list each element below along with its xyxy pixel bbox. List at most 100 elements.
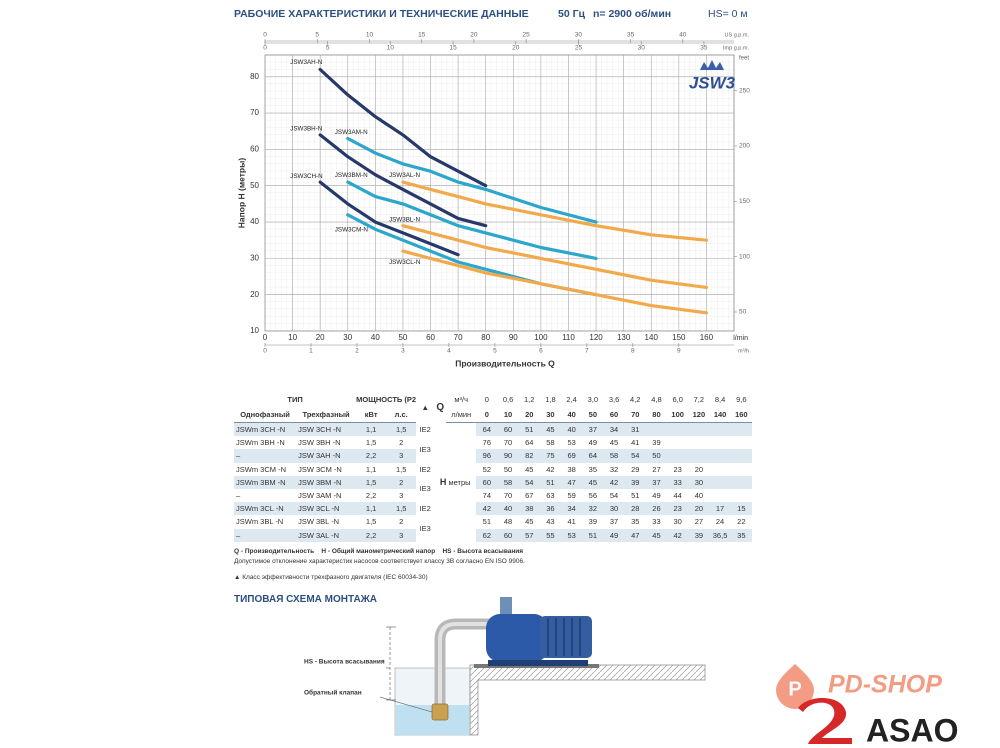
head-value: 63	[546, 491, 555, 501]
x-tick-label: 50	[398, 333, 407, 342]
head-value: 38	[567, 464, 576, 474]
head-value: 30	[673, 517, 682, 527]
us-gpm-axis-tick-label: 5	[315, 32, 319, 39]
head-value: 60	[497, 528, 519, 542]
head-value: 20	[688, 502, 710, 516]
head-value: 51	[631, 491, 640, 501]
m3h-axis-unit: m³/h	[738, 348, 749, 354]
x-tick-label: 130	[617, 333, 631, 342]
chart-logo: JSW3	[689, 73, 736, 92]
empty-cell	[730, 422, 752, 437]
y-axis-title: Напор H (метры)	[236, 158, 246, 229]
single-phase-model: –	[236, 491, 241, 501]
empty-cell	[688, 449, 710, 463]
head-value: 51	[518, 422, 540, 437]
feet-tick-label: 50	[739, 309, 747, 316]
y-tick-label: 10	[250, 326, 259, 335]
power-hp: 1,5	[386, 422, 417, 437]
x-tick-label: 100	[534, 333, 548, 342]
curve-label: JSW3CL-N	[389, 259, 421, 266]
y-tick-label: 70	[250, 108, 259, 117]
head-value: 41	[631, 438, 640, 448]
x-tick-label: 140	[645, 333, 659, 342]
us-gpm-axis-tick-label: 40	[679, 32, 687, 39]
lmin-header: 80	[645, 407, 668, 423]
x-tick-label: 70	[454, 333, 463, 342]
imp-gpm-axis-unit: Imp g.p.m.	[723, 45, 749, 51]
head-value: 29	[631, 464, 640, 474]
head-value: 47	[624, 528, 646, 542]
head-value: 60	[476, 475, 498, 489]
lmin-header: 40	[561, 407, 583, 423]
head-value: 45	[582, 475, 604, 489]
lmin-header: 160	[730, 407, 752, 423]
feet-tick-label: 200	[739, 143, 750, 150]
imp-gpm-axis-tick-label: 25	[575, 45, 583, 52]
head-value: 55	[539, 528, 562, 542]
m3h-axis-tick-label: 1	[309, 348, 313, 355]
x-tick-label: 80	[481, 333, 490, 342]
curve-label: JSW3AM-N	[335, 129, 368, 136]
empty-cell	[667, 449, 689, 463]
three-phase-model: JSW 3AH -N	[296, 449, 357, 463]
head-value: 49	[652, 491, 661, 501]
us-gpm-axis-tick-label: 30	[575, 32, 583, 39]
head-value: 58	[603, 449, 625, 463]
empty-cell	[709, 449, 731, 463]
head-value: 49	[588, 438, 598, 448]
head-value: 40	[694, 491, 704, 501]
head-value: 27	[694, 517, 704, 527]
hs-label: HS - Высота всасывания	[304, 659, 385, 666]
head-value: 22	[737, 517, 746, 527]
head-value: 70	[503, 491, 513, 501]
m3h-axis-tick-label: 0	[263, 348, 267, 355]
power-hp: 3	[386, 449, 417, 463]
head-value: 52	[482, 464, 491, 474]
page-title: РАБОЧИЕ ХАРАКТЕРИСТИКИ И ТЕХНИЧЕСКИЕ ДАН…	[234, 8, 529, 20]
three-phase-model: JSW 3BM -N	[296, 475, 357, 489]
lmin-header: 30	[539, 407, 562, 423]
suction-height: HS= 0 м	[708, 8, 748, 20]
speed: n= 2900 об/мин	[593, 8, 671, 20]
us-gpm-axis-tick-label: 15	[418, 32, 426, 39]
curve	[401, 224, 708, 289]
head-value: 32	[609, 464, 619, 474]
h-unit: метры	[448, 478, 471, 488]
empty-cell	[730, 449, 752, 463]
head-value: 64	[582, 449, 604, 463]
head-value: 62	[476, 528, 498, 542]
data-row: – JSW 3AH -N 2,2 3 96 90 82 75 69 64 58 54 50	[234, 449, 752, 463]
x-tick-label: 40	[371, 333, 380, 342]
head-value: 24	[715, 517, 725, 527]
curve	[346, 180, 598, 260]
head-value: 30	[688, 475, 710, 489]
power-hp: 2	[399, 517, 404, 527]
curve	[318, 180, 460, 257]
data-row: – JSW 3AL -N 2,2 3 62 60 57 55 53 51 49 47 45 42 39 36,…	[234, 528, 752, 542]
head-value: 69	[561, 449, 583, 463]
efficiency-class: IE3	[416, 475, 435, 503]
m3h-header: 4,2	[630, 395, 641, 404]
data-row: JSWm 3BM -N JSW 3BM -N 1,5 2 IE3 60 58 54 51 47 45…	[234, 475, 752, 503]
m3h-header: 7,2	[693, 395, 705, 404]
three-phase-model: JSW 3AM -N	[298, 491, 342, 501]
head-value: 30	[603, 502, 625, 516]
head-value: 45	[539, 422, 562, 437]
y-tick-label: 20	[250, 290, 259, 299]
power-kw: 2,2	[356, 449, 387, 463]
feet-tick-label: 150	[739, 198, 750, 205]
x-tick-label: 150	[672, 333, 686, 342]
m3h-axis-tick-label: 5	[493, 348, 497, 355]
head-value: 45	[525, 517, 534, 527]
head-value: 42	[476, 502, 498, 516]
efficiency-class: IE3	[416, 436, 435, 463]
single-phase-model: –	[234, 449, 297, 463]
us-gpm-axis-unit: US g.p.m.	[725, 32, 750, 38]
head-value: 75	[539, 449, 562, 463]
curve	[401, 249, 708, 315]
efficiency-class: IE2	[416, 502, 435, 516]
single-header: Однофазный	[234, 407, 297, 423]
head-value: 34	[561, 502, 583, 516]
